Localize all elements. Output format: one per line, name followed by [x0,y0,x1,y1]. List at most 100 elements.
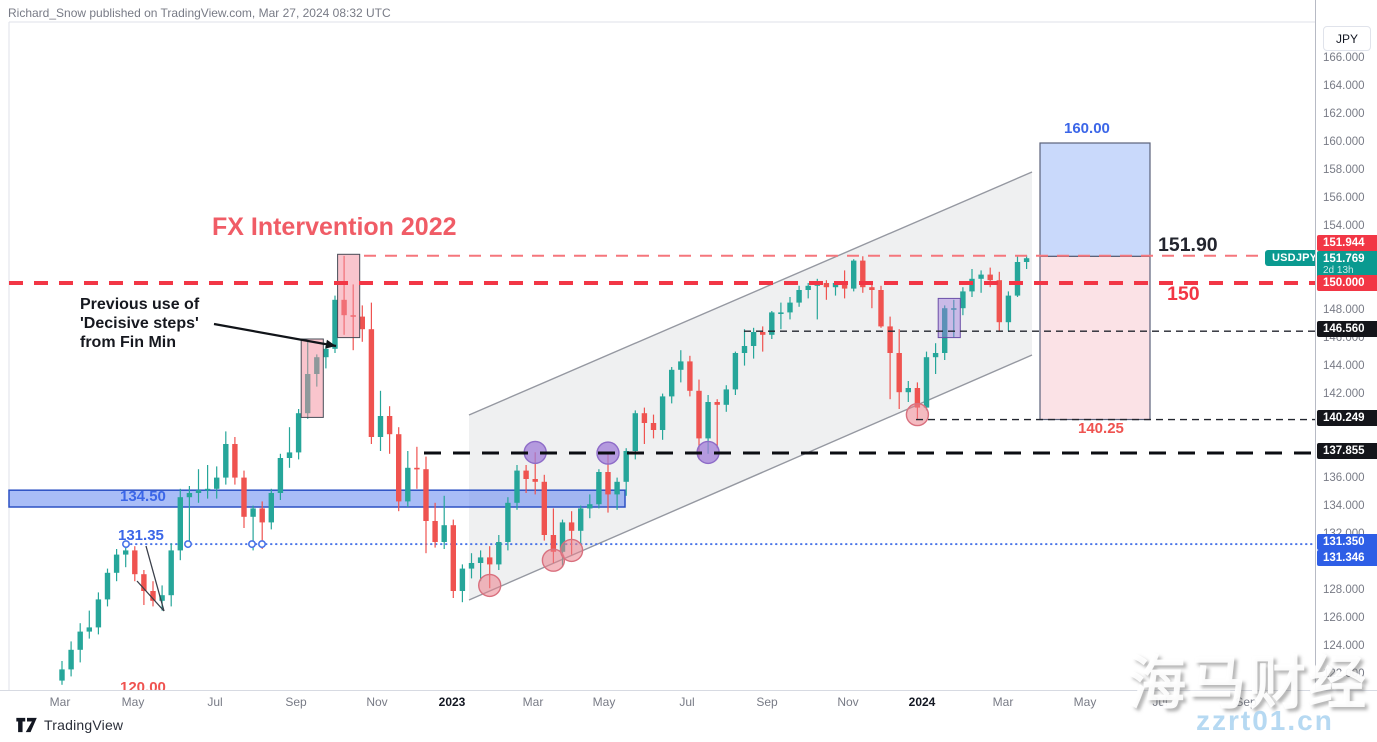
time-axis-label: May [592,695,616,709]
price-axis-label: 151.769 2d 13h [1317,250,1377,278]
symbol-price-tag: USDJPY [1265,250,1315,267]
candle-body [268,493,274,523]
price-axis-label: 146.560 [1317,321,1377,338]
price-tick-label: 154.000 [1323,220,1365,232]
candle-body [641,413,648,423]
candle-body [960,291,966,309]
candle-body [159,595,165,601]
candle-body [86,627,92,632]
candle-body [705,402,711,439]
candle-body [1023,258,1030,262]
level-label-150: 150 [1167,283,1200,305]
candle-body [987,274,993,281]
price-axis-label: 140.249 [1317,409,1377,426]
chart-pane[interactable]: FX Intervention 2022 Previous use of 'Dec… [0,0,1315,690]
time-axis-label: 2024 [908,695,936,709]
dotted-line-anchor [184,540,193,549]
time-axis-label: May [1073,695,1097,709]
time-axis-label: Mar [992,695,1014,709]
candle-body [286,452,293,458]
candle-body [541,481,547,535]
attribution-text: Richard_Snow published on TradingView.co… [8,6,391,20]
candle-body [696,390,702,439]
tradingview-logo-text[interactable]: TradingView [44,717,124,733]
candle-body [996,280,1002,323]
annotation-arrow-head [325,339,336,349]
level-label-134-50: 134.50 [120,488,166,505]
time-axis-label: Jul [207,695,223,709]
time-axis-label: Sep [756,695,778,709]
price-axis-label: 131.346 [1317,550,1377,567]
price-tick-label: 166.000 [1323,52,1365,64]
candle-body [587,504,593,509]
price-tick-label: 122.000 [1323,668,1365,680]
candle-body [496,542,502,565]
candle-body [150,591,156,601]
price-axis-label: 151.944 [1317,234,1377,251]
candle-body [477,557,484,563]
level-label-131-35: 131.35 [118,527,164,544]
candle-body [741,346,748,353]
trend-channel-upper-line [468,171,1033,416]
candle-body [614,481,620,495]
candle-body [332,299,338,349]
candle-body [605,472,611,495]
candle-body [659,396,666,430]
event-circle [559,538,584,563]
price-tick-label: 162.000 [1323,108,1365,120]
candle-body [195,490,202,493]
candle-body [186,493,193,498]
time-axis-label: Jul [679,695,695,709]
tradingview-logo-icon[interactable] [16,717,38,733]
candle-body [932,353,939,358]
candle-body [468,563,475,569]
candle-body [878,290,884,327]
price-axis[interactable]: JPY 166.000 164.000 162.000 160.000 158.000 1… [1315,0,1377,690]
highlight-box [300,338,324,418]
candle-body [851,260,857,289]
candle-body [669,369,675,397]
candlestick-chart [8,21,1315,690]
footer: TradingView [0,712,1377,742]
candle-body [405,467,411,502]
price-tick-label: 126.000 [1323,612,1365,624]
time-axis-label: Sep [285,695,307,709]
candle-body [368,329,375,437]
pennant-line [145,545,165,612]
candle-body [359,316,365,330]
candle-body [141,574,147,591]
candle-body [723,389,729,405]
price-tick-label: 142.000 [1323,388,1365,400]
time-axis-label: Jul [1152,695,1168,709]
candle-body [650,423,657,430]
dotted-line-anchor [257,540,266,549]
candle-body [1014,262,1021,296]
candle-body [787,302,793,313]
time-axis[interactable]: Mar May Jul Sep Nov 2023 Mar May Jul Sep Nov 2024 Ma… [0,690,1377,714]
level-label-120: 120.00 [120,679,166,690]
candle-body [59,669,65,681]
time-axis-label: Mar [49,695,71,709]
projection-box [1039,142,1151,258]
decisive-steps-note: Previous use of 'Decisive steps' from Fi… [80,296,200,351]
candle-body [578,508,584,531]
candle-body [514,470,520,503]
candle-body [687,361,693,391]
candle-body [978,274,984,279]
candle-body [523,470,529,479]
event-circle [541,548,566,572]
candle-body [441,525,447,542]
fx-intervention-2022: FX Intervention 2022 [212,213,457,241]
candle-body [505,502,511,542]
candle-body [259,508,265,523]
price-tick-label: 148.000 [1323,304,1365,316]
level-label-151-90: 151.90 [1158,234,1218,256]
candle-body [969,278,975,292]
candle-body [1005,295,1012,323]
candle-body [914,388,921,408]
time-axis-label: May [121,695,145,709]
pennant-line [136,580,165,612]
candle-body [323,348,329,358]
currency-button[interactable]: JPY [1323,26,1371,51]
